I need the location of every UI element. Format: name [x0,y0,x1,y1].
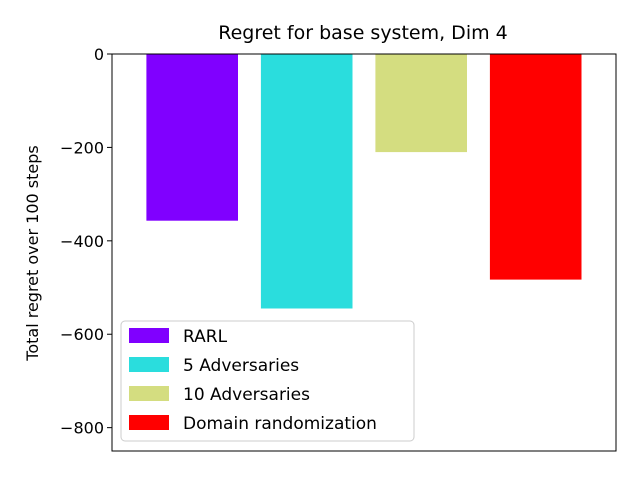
legend-box [120,320,415,442]
y-tick-label: −200 [60,138,104,157]
bar-10-adversaries [375,54,467,153]
y-tick-label: −800 [60,419,104,438]
legend-label: Domain randomization [183,414,377,434]
bar-rarl [146,54,238,221]
legend-label: RARL [183,327,228,347]
legend-label: 5 Adversaries [183,356,299,376]
bars-group [146,54,582,309]
legend-swatch [129,386,169,401]
plot-frame [111,53,617,452]
legend-label: 10 Adversaries [183,385,310,405]
bar-domain-randomization [489,54,582,280]
y-tick-label: −600 [60,325,104,344]
y-axis: 0 −200 −400 −600 −800 [60,45,112,438]
y-tick-label: −400 [60,232,104,251]
legend-swatch [129,328,169,343]
legend-swatch [129,415,169,430]
legend-swatch [129,357,169,372]
y-tick-label: 0 [94,45,104,64]
bar-5-adversaries [260,54,353,309]
chart-title: Regret for base system, Dim 4 [218,22,507,44]
y-axis-title: Total regret over 100 steps [23,145,42,361]
legend: RARL 5 Adversaries 10 Adversaries Domain ra… [120,320,415,442]
